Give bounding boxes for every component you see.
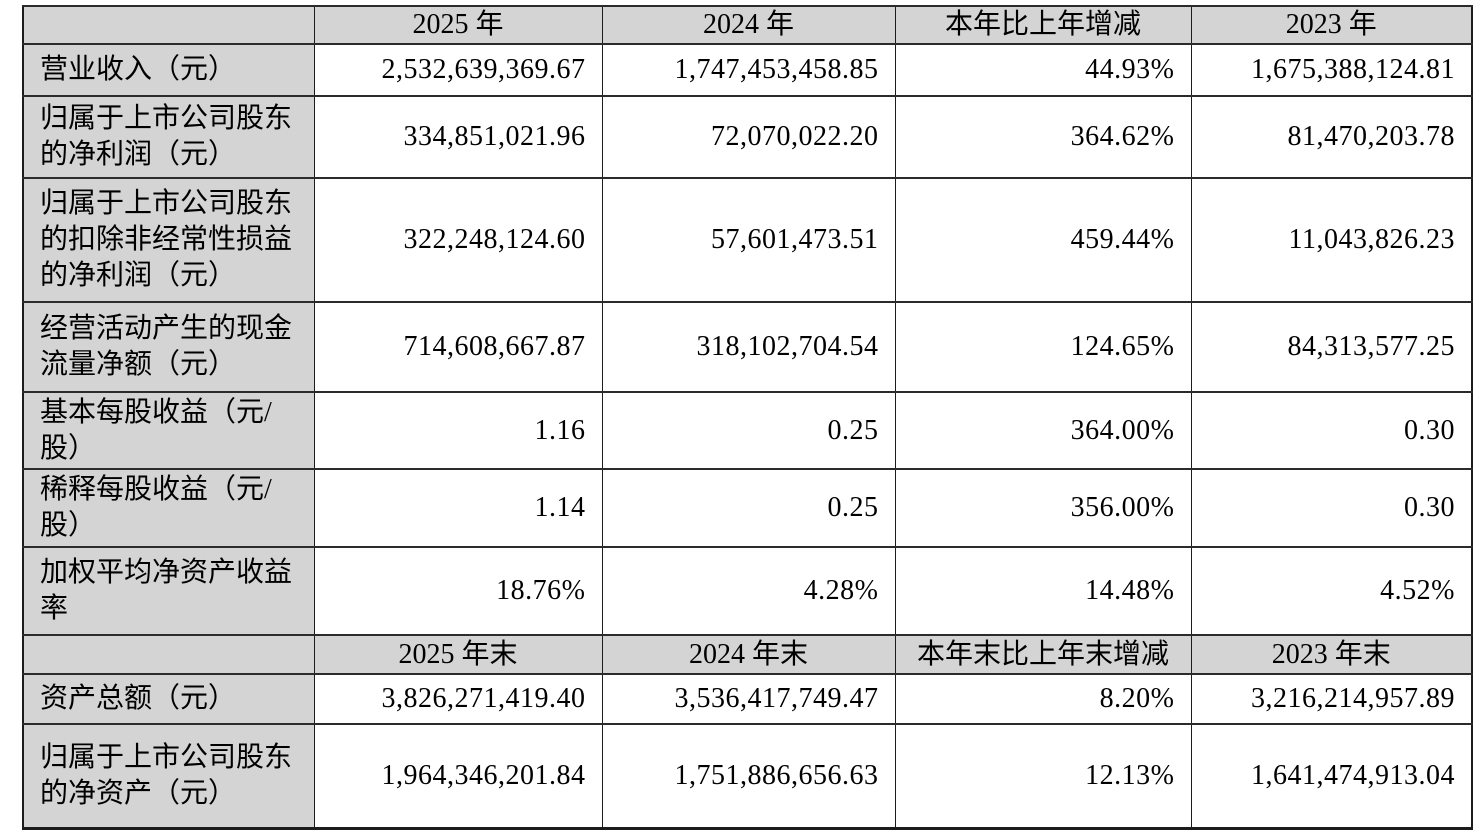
metric-value-2025: 1.14 xyxy=(313,468,603,548)
metric-value-2024: 1,747,453,458.85 xyxy=(601,43,896,97)
metric-value-2023: 1,675,388,124.81 xyxy=(1190,43,1473,97)
metric-value-2025: 1.16 xyxy=(313,391,603,470)
metric-value-2025: 1,964,346,201.84 xyxy=(313,723,603,829)
financial-summary-table: 2025 年 2024 年 本年比上年增减 2023 年 营业收入（元） 2,5… xyxy=(22,5,1473,830)
metric-label: 基本每股收益（元/股） xyxy=(22,391,315,470)
eoy-header-row: 2025 年末 2024 年末 本年末比上年末增减 2023 年末 xyxy=(22,634,1473,675)
col-header-2024-eoy: 2024 年末 xyxy=(601,634,896,675)
table-row-net-assets: 归属于上市公司股东的净资产（元） 1,964,346,201.84 1,751,… xyxy=(22,723,1473,829)
metric-value-change: 364.62% xyxy=(894,95,1192,179)
col-header-2023-eoy: 2023 年末 xyxy=(1190,634,1473,675)
metric-value-2025: 322,248,124.60 xyxy=(313,177,603,303)
metric-value-2023: 84,313,577.25 xyxy=(1190,301,1473,393)
metric-value-2024: 0.25 xyxy=(601,468,896,548)
col-header-2024: 2024 年 xyxy=(601,5,896,45)
col-header-eoy-change: 本年末比上年末增减 xyxy=(894,634,1192,675)
metric-label: 营业收入（元） xyxy=(22,43,315,97)
table-row-diluted-eps: 稀释每股收益（元/股） 1.14 0.25 356.00% 0.30 xyxy=(22,468,1473,548)
metric-value-2023: 1,641,474,913.04 xyxy=(1190,723,1473,829)
metric-value-2024: 3,536,417,749.47 xyxy=(601,673,896,725)
metric-value-2024: 4.28% xyxy=(601,546,896,636)
metric-value-change: 8.20% xyxy=(894,673,1192,725)
metric-value-2023: 3,216,214,957.89 xyxy=(1190,673,1473,725)
metric-value-change: 44.93% xyxy=(894,43,1192,97)
metric-label: 归属于上市公司股东的净资产（元） xyxy=(22,723,315,829)
metric-value-2023: 4.52% xyxy=(1190,546,1473,636)
metric-label: 资产总额（元） xyxy=(22,673,315,725)
metric-value-change: 459.44% xyxy=(894,177,1192,303)
metric-value-change: 356.00% xyxy=(894,468,1192,548)
table-row-operating-cash-flow: 经营活动产生的现金流量净额（元） 714,608,667.87 318,102,… xyxy=(22,301,1473,393)
metric-value-2024: 0.25 xyxy=(601,391,896,470)
col-header-2025: 2025 年 xyxy=(313,5,603,45)
col-header-2023: 2023 年 xyxy=(1190,5,1473,45)
metric-label: 归属于上市公司股东的扣除非经常性损益的净利润（元） xyxy=(22,177,315,303)
corner-cell xyxy=(22,634,315,675)
corner-cell xyxy=(22,5,315,45)
metric-value-2024: 1,751,886,656.63 xyxy=(601,723,896,829)
table-row-weighted-roe: 加权平均净资产收益率 18.76% 4.28% 14.48% 4.52% xyxy=(22,546,1473,636)
table-row-revenue: 营业收入（元） 2,532,639,369.67 1,747,453,458.8… xyxy=(22,43,1473,97)
metric-value-change: 364.00% xyxy=(894,391,1192,470)
metric-value-2024: 57,601,473.51 xyxy=(601,177,896,303)
metric-label: 经营活动产生的现金流量净额（元） xyxy=(22,301,315,393)
metric-value-change: 124.65% xyxy=(894,301,1192,393)
col-header-2025-eoy: 2025 年末 xyxy=(313,634,603,675)
metric-value-2023: 11,043,826.23 xyxy=(1190,177,1473,303)
metric-value-2025: 2,532,639,369.67 xyxy=(313,43,603,97)
period-header-row: 2025 年 2024 年 本年比上年增减 2023 年 xyxy=(22,5,1473,45)
metric-value-change: 12.13% xyxy=(894,723,1192,829)
metric-value-2025: 714,608,667.87 xyxy=(313,301,603,393)
table-row-total-assets: 资产总额（元） 3,826,271,419.40 3,536,417,749.4… xyxy=(22,673,1473,725)
metric-label: 稀释每股收益（元/股） xyxy=(22,468,315,548)
col-header-yoy-change: 本年比上年增减 xyxy=(894,5,1192,45)
metric-label: 加权平均净资产收益率 xyxy=(22,546,315,636)
metric-value-2025: 18.76% xyxy=(313,546,603,636)
metric-label: 归属于上市公司股东的净利润（元） xyxy=(22,95,315,179)
metric-value-change: 14.48% xyxy=(894,546,1192,636)
metric-value-2023: 0.30 xyxy=(1190,391,1473,470)
metric-value-2024: 318,102,704.54 xyxy=(601,301,896,393)
table-row-basic-eps: 基本每股收益（元/股） 1.16 0.25 364.00% 0.30 xyxy=(22,391,1473,470)
table-row-non-recurring-profit: 归属于上市公司股东的扣除非经常性损益的净利润（元） 322,248,124.60… xyxy=(22,177,1473,303)
metric-value-2025: 3,826,271,419.40 xyxy=(313,673,603,725)
table-row-net-profit: 归属于上市公司股东的净利润（元） 334,851,021.96 72,070,0… xyxy=(22,95,1473,179)
metric-value-2025: 334,851,021.96 xyxy=(313,95,603,179)
metric-value-2023: 81,470,203.78 xyxy=(1190,95,1473,179)
metric-value-2024: 72,070,022.20 xyxy=(601,95,896,179)
metric-value-2023: 0.30 xyxy=(1190,468,1473,548)
